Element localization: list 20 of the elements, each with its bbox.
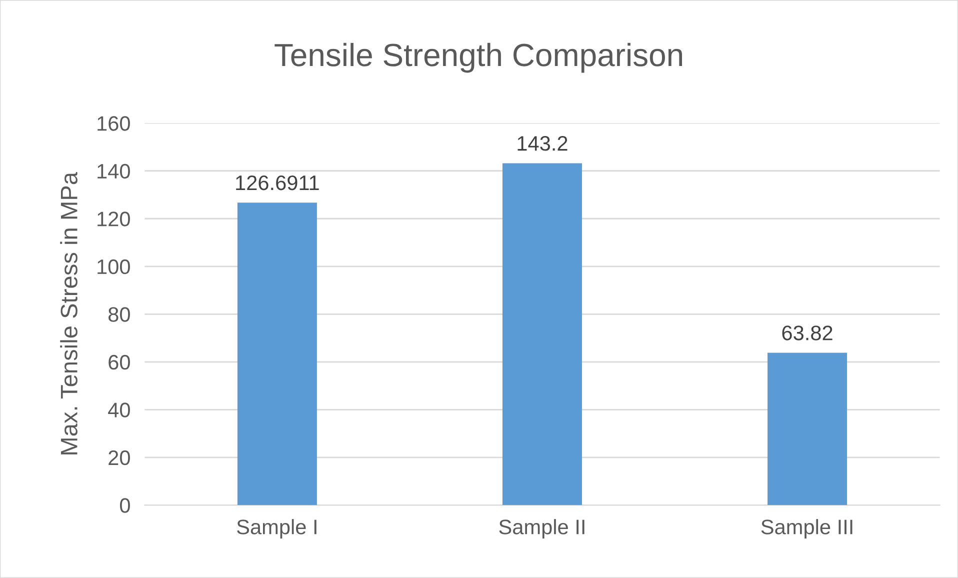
y-tick-label: 120 [98, 212, 130, 226]
y-tick-label: 0 [120, 498, 130, 513]
y-tick-label: 140 [98, 164, 130, 179]
y-tick-label: 100 [98, 259, 130, 274]
y-axis-title: Max. Tensile Stress in MPa [60, 172, 78, 454]
y-tick-label: 80 [108, 307, 130, 322]
x-tick-label: Sample II [499, 519, 584, 538]
y-tick-label: 60 [108, 354, 130, 370]
chart-title: Tensile Strength Comparison [274, 42, 682, 73]
y-tick-label: 160 [98, 116, 130, 131]
data-label: 126.6911 [236, 175, 319, 190]
x-tick-label: Sample III [761, 519, 852, 538]
y-tick-label: 40 [108, 402, 130, 418]
data-label: 143.2 [518, 136, 568, 151]
bar [237, 202, 317, 506]
bar [768, 352, 848, 506]
y-tick-label: 20 [108, 450, 130, 466]
bar [502, 163, 582, 506]
x-tick-label: Sample I [237, 519, 316, 538]
data-label: 63.82 [782, 326, 832, 340]
